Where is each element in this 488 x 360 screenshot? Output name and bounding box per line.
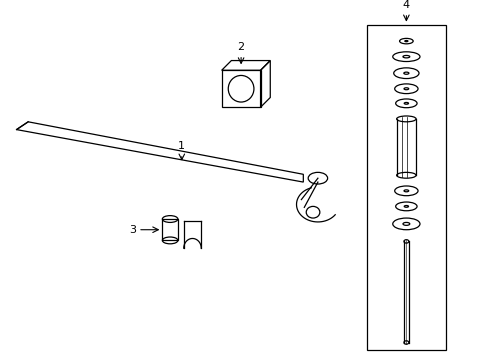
- Text: 2: 2: [237, 42, 244, 52]
- Bar: [366, 24, 446, 350]
- Text: 4: 4: [402, 0, 409, 10]
- Text: 1: 1: [178, 141, 185, 151]
- Text: 3: 3: [129, 225, 136, 235]
